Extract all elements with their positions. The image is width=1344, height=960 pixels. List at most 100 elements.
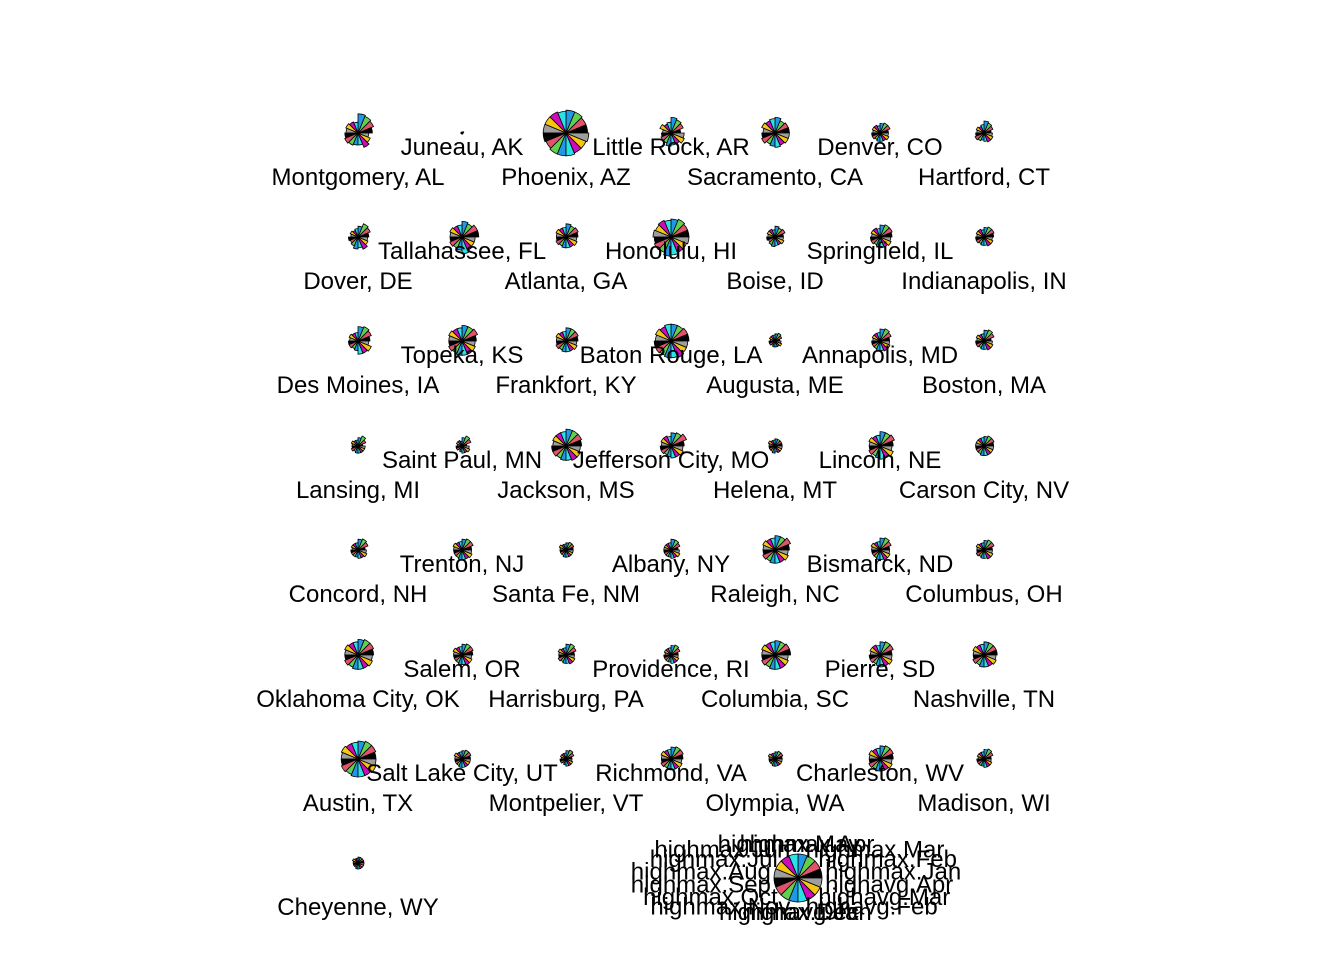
- segment-salem-or-7: [452, 647, 463, 656]
- star-trenton-nj: [452, 538, 474, 561]
- star-indianapolis-in: [975, 226, 995, 247]
- segment-boston-ma-7: [975, 334, 985, 342]
- star-label-frankfort-ky: Frankfort, KY: [495, 372, 636, 399]
- segment-providence-ri-7: [663, 649, 672, 656]
- star-key: [773, 853, 823, 903]
- segment-nashville-tn-15: [983, 654, 997, 665]
- segment-lincoln-ne-10: [868, 445, 881, 456]
- star-albany-ny: [663, 538, 681, 559]
- segment-saint-paul-mn-4: [461, 437, 466, 447]
- key-label-highmax-apr: highmax.Apr: [740, 831, 875, 858]
- star-bismarck-nd: [870, 537, 892, 561]
- segment-hartford-ct-4: [983, 120, 990, 134]
- segment-pierre-sd-15: [879, 654, 893, 665]
- segment-nashville-tn-16: [983, 654, 997, 661]
- segment-oklahoma-city-ok-7: [344, 644, 359, 656]
- star-austin-tx: [340, 740, 377, 778]
- star-providence-ri: [663, 644, 681, 664]
- key-label-highmax-may: highmax.May: [718, 831, 861, 858]
- segment-augusta-me-15: [774, 340, 783, 347]
- segment-trenton-nj-4: [461, 538, 467, 551]
- segment-concord-nh-15: [357, 549, 368, 558]
- segment-denver-co-15: [879, 132, 890, 141]
- star-topeka-ks: [448, 324, 479, 356]
- star-label-charleston-wv: Charleston, WV: [796, 760, 964, 787]
- segment-denver-co-7: [871, 126, 881, 134]
- star-label-juneau-ak: Juneau, AK: [401, 134, 524, 161]
- star-santa-fe-nm: [558, 541, 575, 558]
- segment-santa-fe-nm-16: [565, 549, 574, 554]
- star-salt-lake-city-ut: [453, 749, 472, 768]
- star-annapolis-md: [871, 328, 892, 352]
- segment-salt-lake-city-ut-16: [461, 758, 471, 763]
- key-label-highmax-sep: highmax.Sep: [631, 872, 771, 899]
- segment-saint-paul-mn-15: [461, 445, 471, 453]
- segment-honolulu-hi-16: [670, 236, 690, 245]
- segment-baton-rouge-la-10: [654, 340, 672, 354]
- segment-topeka-ks-15: [461, 340, 476, 352]
- segment-carson-city-nv-4: [983, 435, 989, 447]
- segment-olympia-wa-16: [774, 758, 783, 763]
- segment-oklahoma-city-ok-4: [357, 638, 365, 656]
- star-jefferson-city-mo: [659, 432, 688, 459]
- segment-salem-or-4: [461, 643, 467, 656]
- star-label-boise-id: Boise, ID: [726, 268, 823, 295]
- star-label-augusta-me: Augusta, ME: [706, 372, 843, 399]
- star-label-salem-or: Salem, OR: [403, 656, 520, 683]
- segment-bismarck-nd-7: [870, 542, 881, 551]
- segment-jackson-ms-4: [565, 428, 573, 447]
- segment-little-rock-ar-16: [670, 132, 685, 139]
- segment-hartford-ct-11: [977, 132, 985, 142]
- segment-helena-mt-16: [774, 445, 783, 450]
- star-label-saint-paul-mn: Saint Paul, MN: [382, 447, 542, 474]
- segment-little-rock-ar-7: [659, 123, 672, 134]
- segment-indianapolis-in-16: [983, 236, 993, 241]
- star-cheyenne-wy: [351, 856, 365, 870]
- segment-harrisburg-pa-16: [565, 654, 575, 659]
- segment-topeka-ks-16: [461, 340, 476, 347]
- segment-jackson-ms-16: [565, 445, 581, 453]
- segment-honolulu-hi-3: [670, 218, 686, 238]
- key-label-highmax-mar: highmax.Mar: [806, 836, 945, 863]
- star-label-jefferson-city-mo: Jefferson City, MO: [573, 447, 770, 474]
- star-label-helena-mt: Helena, MT: [713, 477, 837, 504]
- segment-honolulu-hi-4: [670, 218, 679, 238]
- star-boise-id: [766, 225, 786, 248]
- segment-salt-lake-city-ut-3: [461, 749, 470, 760]
- segment-olympia-wa-3: [774, 750, 782, 760]
- segment-santa-fe-nm-3: [565, 541, 573, 551]
- segment-oklahoma-city-ok-3: [357, 638, 371, 656]
- segment-montgomery-al-15: [357, 132, 371, 143]
- segment-madison-wi-7: [976, 753, 985, 760]
- star-boston-ma: [975, 329, 995, 351]
- segment-nashville-tn-10: [972, 654, 985, 665]
- star-label-little-rock-ar: Little Rock, AR: [592, 134, 749, 161]
- segment-atlanta-ga-15: [565, 236, 578, 247]
- segment-concord-nh-7: [350, 544, 359, 551]
- segment-olympia-wa-7: [767, 753, 776, 760]
- segment-jefferson-city-mo-2: [670, 433, 688, 447]
- segment-denver-co-4: [879, 122, 885, 134]
- segment-boise-id-2: [774, 228, 786, 238]
- segment-dover-de-16: [357, 236, 369, 242]
- segment-dover-de-4: [357, 225, 363, 238]
- star-label-hartford-ct: Hartford, CT: [918, 164, 1050, 191]
- segment-jefferson-city-mo-16: [670, 445, 684, 452]
- star-label-trenton-nj: Trenton, NJ: [400, 551, 525, 578]
- star-label-lansing-mi: Lansing, MI: [296, 477, 420, 504]
- segment-jefferson-city-mo-15: [670, 445, 684, 456]
- segment-lincoln-ne-7: [868, 436, 881, 447]
- star-lincoln-ne: [868, 431, 895, 460]
- segment-boise-id-12: [770, 236, 776, 248]
- segment-sacramento-ca-2: [774, 122, 789, 134]
- segment-bismarck-nd-3: [879, 537, 890, 551]
- star-label-montgomery-al: Montgomery, AL: [272, 164, 445, 191]
- segment-hartford-ct-16: [983, 132, 993, 137]
- segment-montpelier-vt-16: [565, 758, 573, 762]
- star-columbus-oh: [975, 539, 995, 560]
- star-raleigh-nc: [762, 535, 792, 564]
- segment-topeka-ks-10: [448, 340, 463, 352]
- star-label-cheyenne-wy: Cheyenne, WY: [277, 894, 438, 921]
- segment-lansing-mi-7: [350, 440, 359, 447]
- star-label-montpelier-vt: Montpelier, VT: [489, 790, 644, 817]
